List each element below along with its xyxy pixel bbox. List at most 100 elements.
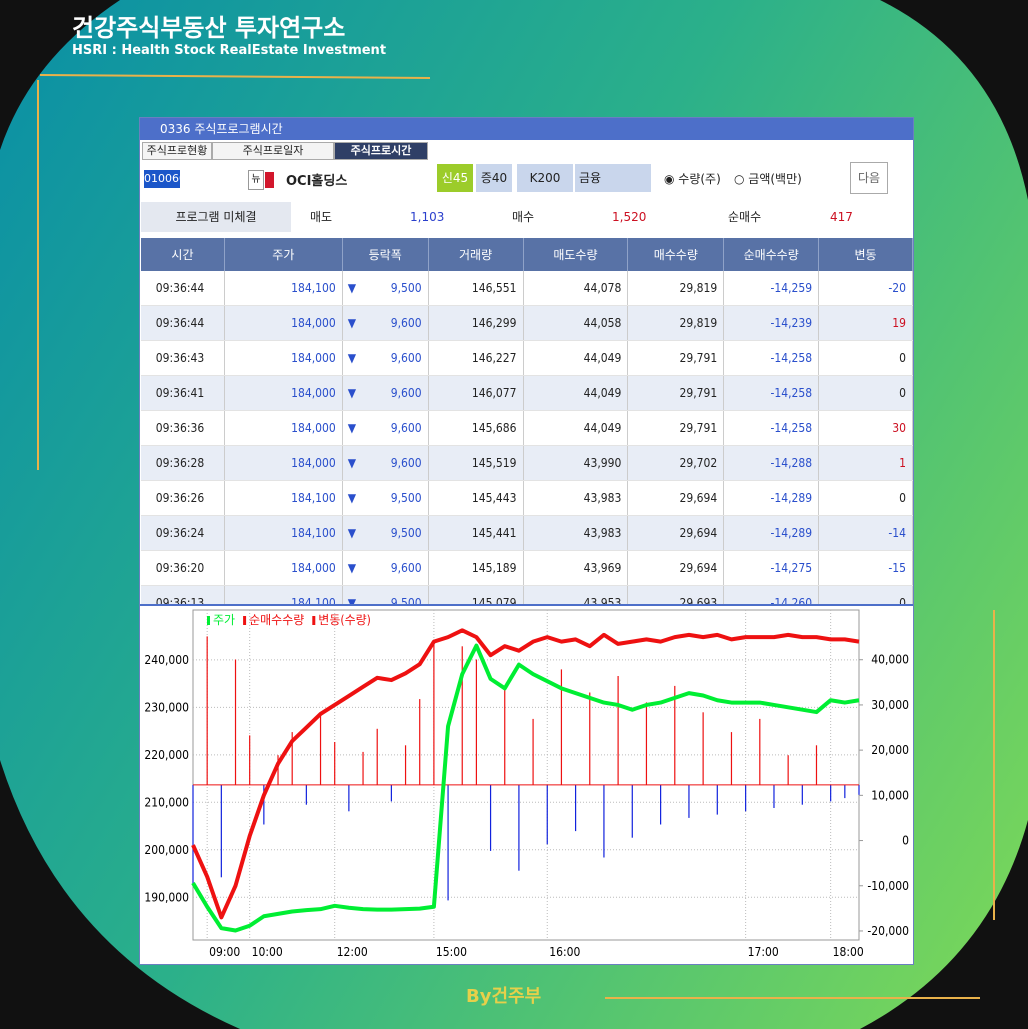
table-cell: 09:36:36: [141, 410, 225, 446]
table-cell: 184,100: [224, 271, 343, 306]
change-bar: [348, 784, 350, 812]
table-cell: 29,791: [627, 410, 725, 446]
table-cell: 0: [818, 480, 913, 516]
radio[interactable]: ◉ 수량(주): [664, 172, 721, 186]
cell-text: -14,289: [770, 526, 813, 540]
down-arrow: ▼: [347, 596, 357, 610]
cell-text: 30: [892, 421, 906, 435]
down-arrow: ▼: [347, 316, 357, 330]
cell-text: 146,227: [471, 351, 517, 365]
y-tick-label: 200,000: [144, 843, 189, 857]
cell-text: 184,100: [291, 491, 336, 505]
cell-text: 43,983: [583, 526, 622, 540]
cell-text: -14: [888, 526, 906, 540]
cell-text: 184,100: [291, 526, 336, 540]
change-bar: [801, 784, 803, 805]
table-cell: 184,000: [224, 445, 343, 481]
change-bar: [759, 718, 761, 785]
button[interactable]: 증40: [476, 164, 512, 192]
cell-text: -14,258: [770, 386, 813, 400]
table-row: 09:36:36 184,000 ▼ 9,600 145,686 44,049 29,791…: [141, 410, 913, 446]
button[interactable]: 신45: [437, 164, 473, 192]
cell-text: 09:36:43: [155, 351, 205, 365]
x-tick-label: 09:00: [209, 945, 240, 959]
code-input[interactable]: 010060: [144, 170, 186, 188]
column-header: 변동: [818, 238, 913, 271]
y2-tick-label: 0: [902, 834, 909, 848]
change-bar: [830, 784, 832, 802]
y2-tick-label: 10,000: [871, 788, 909, 802]
cell-text: 9,600: [390, 386, 422, 400]
cell-text: 29,819: [679, 281, 718, 295]
summary-label: 순매수: [728, 210, 762, 224]
column-header: 순매수수량: [723, 238, 820, 271]
footer: By건주부: [466, 986, 542, 1007]
cell-text: -14,275: [770, 561, 813, 575]
cell-text: 29,694: [679, 491, 718, 505]
down-arrow: ▼: [347, 281, 357, 295]
table-cell: -15: [818, 550, 913, 586]
change-bar: [291, 732, 293, 785]
cell-text: 184,000: [291, 561, 336, 575]
table-cell: 145,441: [428, 515, 524, 551]
summary-value: 417: [830, 210, 853, 224]
table-cell: 09:36:26: [141, 480, 225, 516]
cell-text: 09:36:26: [155, 491, 205, 505]
table-cell: ▼ 9,500: [342, 271, 429, 306]
tab[interactable]: 주식프로일자: [212, 142, 334, 160]
cell-text: 184,000: [291, 421, 336, 435]
data-table: 시간 주가 등락폭 거래량 매도수량 매수수량 순매수수량 변동 09:36:44 184,100…: [141, 238, 913, 621]
cell-text: 184,100: [291, 281, 336, 295]
x-tick-label: 12:00: [337, 945, 368, 959]
cell-text: 43,969: [583, 561, 622, 575]
table-row: 09:36:24 184,100 ▼ 9,500 145,441 43,983 29,694…: [141, 515, 913, 551]
table-cell: 09:36:20: [141, 550, 225, 586]
radio[interactable]: ○ 금액(백만): [734, 172, 802, 186]
change-bar: [844, 784, 846, 799]
tab[interactable]: 주식프로시간: [334, 142, 428, 160]
column-header: 시간: [141, 238, 225, 271]
table-cell: 44,049: [523, 410, 629, 446]
table-cell: 09:36:44: [141, 305, 225, 341]
cell-text: 44,049: [583, 386, 622, 400]
radio-label: 수량(주): [678, 172, 721, 186]
change-bar: [362, 751, 364, 785]
table-cell: 29,791: [627, 375, 725, 411]
change-bar: [489, 784, 492, 851]
table-row: 09:36:43 184,000 ▼ 9,600 146,227 44,049 29,791…: [141, 340, 913, 376]
table-cell: 09:36:44: [141, 271, 225, 306]
change-bar: [305, 784, 307, 805]
table-cell: 184,100: [224, 480, 343, 516]
cell-text: 09:36:44: [155, 316, 205, 330]
table-cell: -14,289: [723, 515, 820, 551]
button[interactable]: K200: [517, 164, 573, 192]
tab[interactable]: 주식프로현황: [142, 142, 212, 160]
button[interactable]: 금융: [575, 164, 651, 192]
cell-text: 29,694: [679, 561, 718, 575]
next-button[interactable]: 다음: [850, 162, 888, 194]
cell-text: 09:36:28: [155, 456, 205, 470]
table-cell: -14,258: [723, 375, 820, 411]
table-cell: -14,258: [723, 340, 820, 376]
cell-text: -14,288: [770, 456, 813, 470]
cell-text: 29,694: [679, 526, 718, 540]
table-cell: 30: [818, 410, 913, 446]
summary-label: 매도: [310, 210, 333, 224]
y2-tick-label: 30,000: [871, 698, 909, 712]
app-window: 0336 주식프로그램시간 주식프로현황 주식프로일자 주식프로시간 01006…: [139, 117, 914, 965]
y-tick-label: 240,000: [144, 653, 189, 667]
change-bar: [404, 745, 407, 785]
table-row: 09:36:26 184,100 ▼ 9,500 145,443 43,983 29,694…: [141, 480, 913, 516]
down-arrow: ▼: [347, 351, 357, 365]
cell-text: 43,983: [583, 491, 622, 505]
cell-text: 29,791: [679, 351, 718, 365]
legend-label: 변동(수량): [318, 613, 371, 627]
table-cell: 184,000: [224, 550, 343, 586]
table-cell: -20: [818, 271, 913, 306]
table-cell: 1: [818, 445, 913, 481]
column-header: 주가: [224, 238, 343, 271]
down-arrow: ▼: [347, 386, 357, 400]
